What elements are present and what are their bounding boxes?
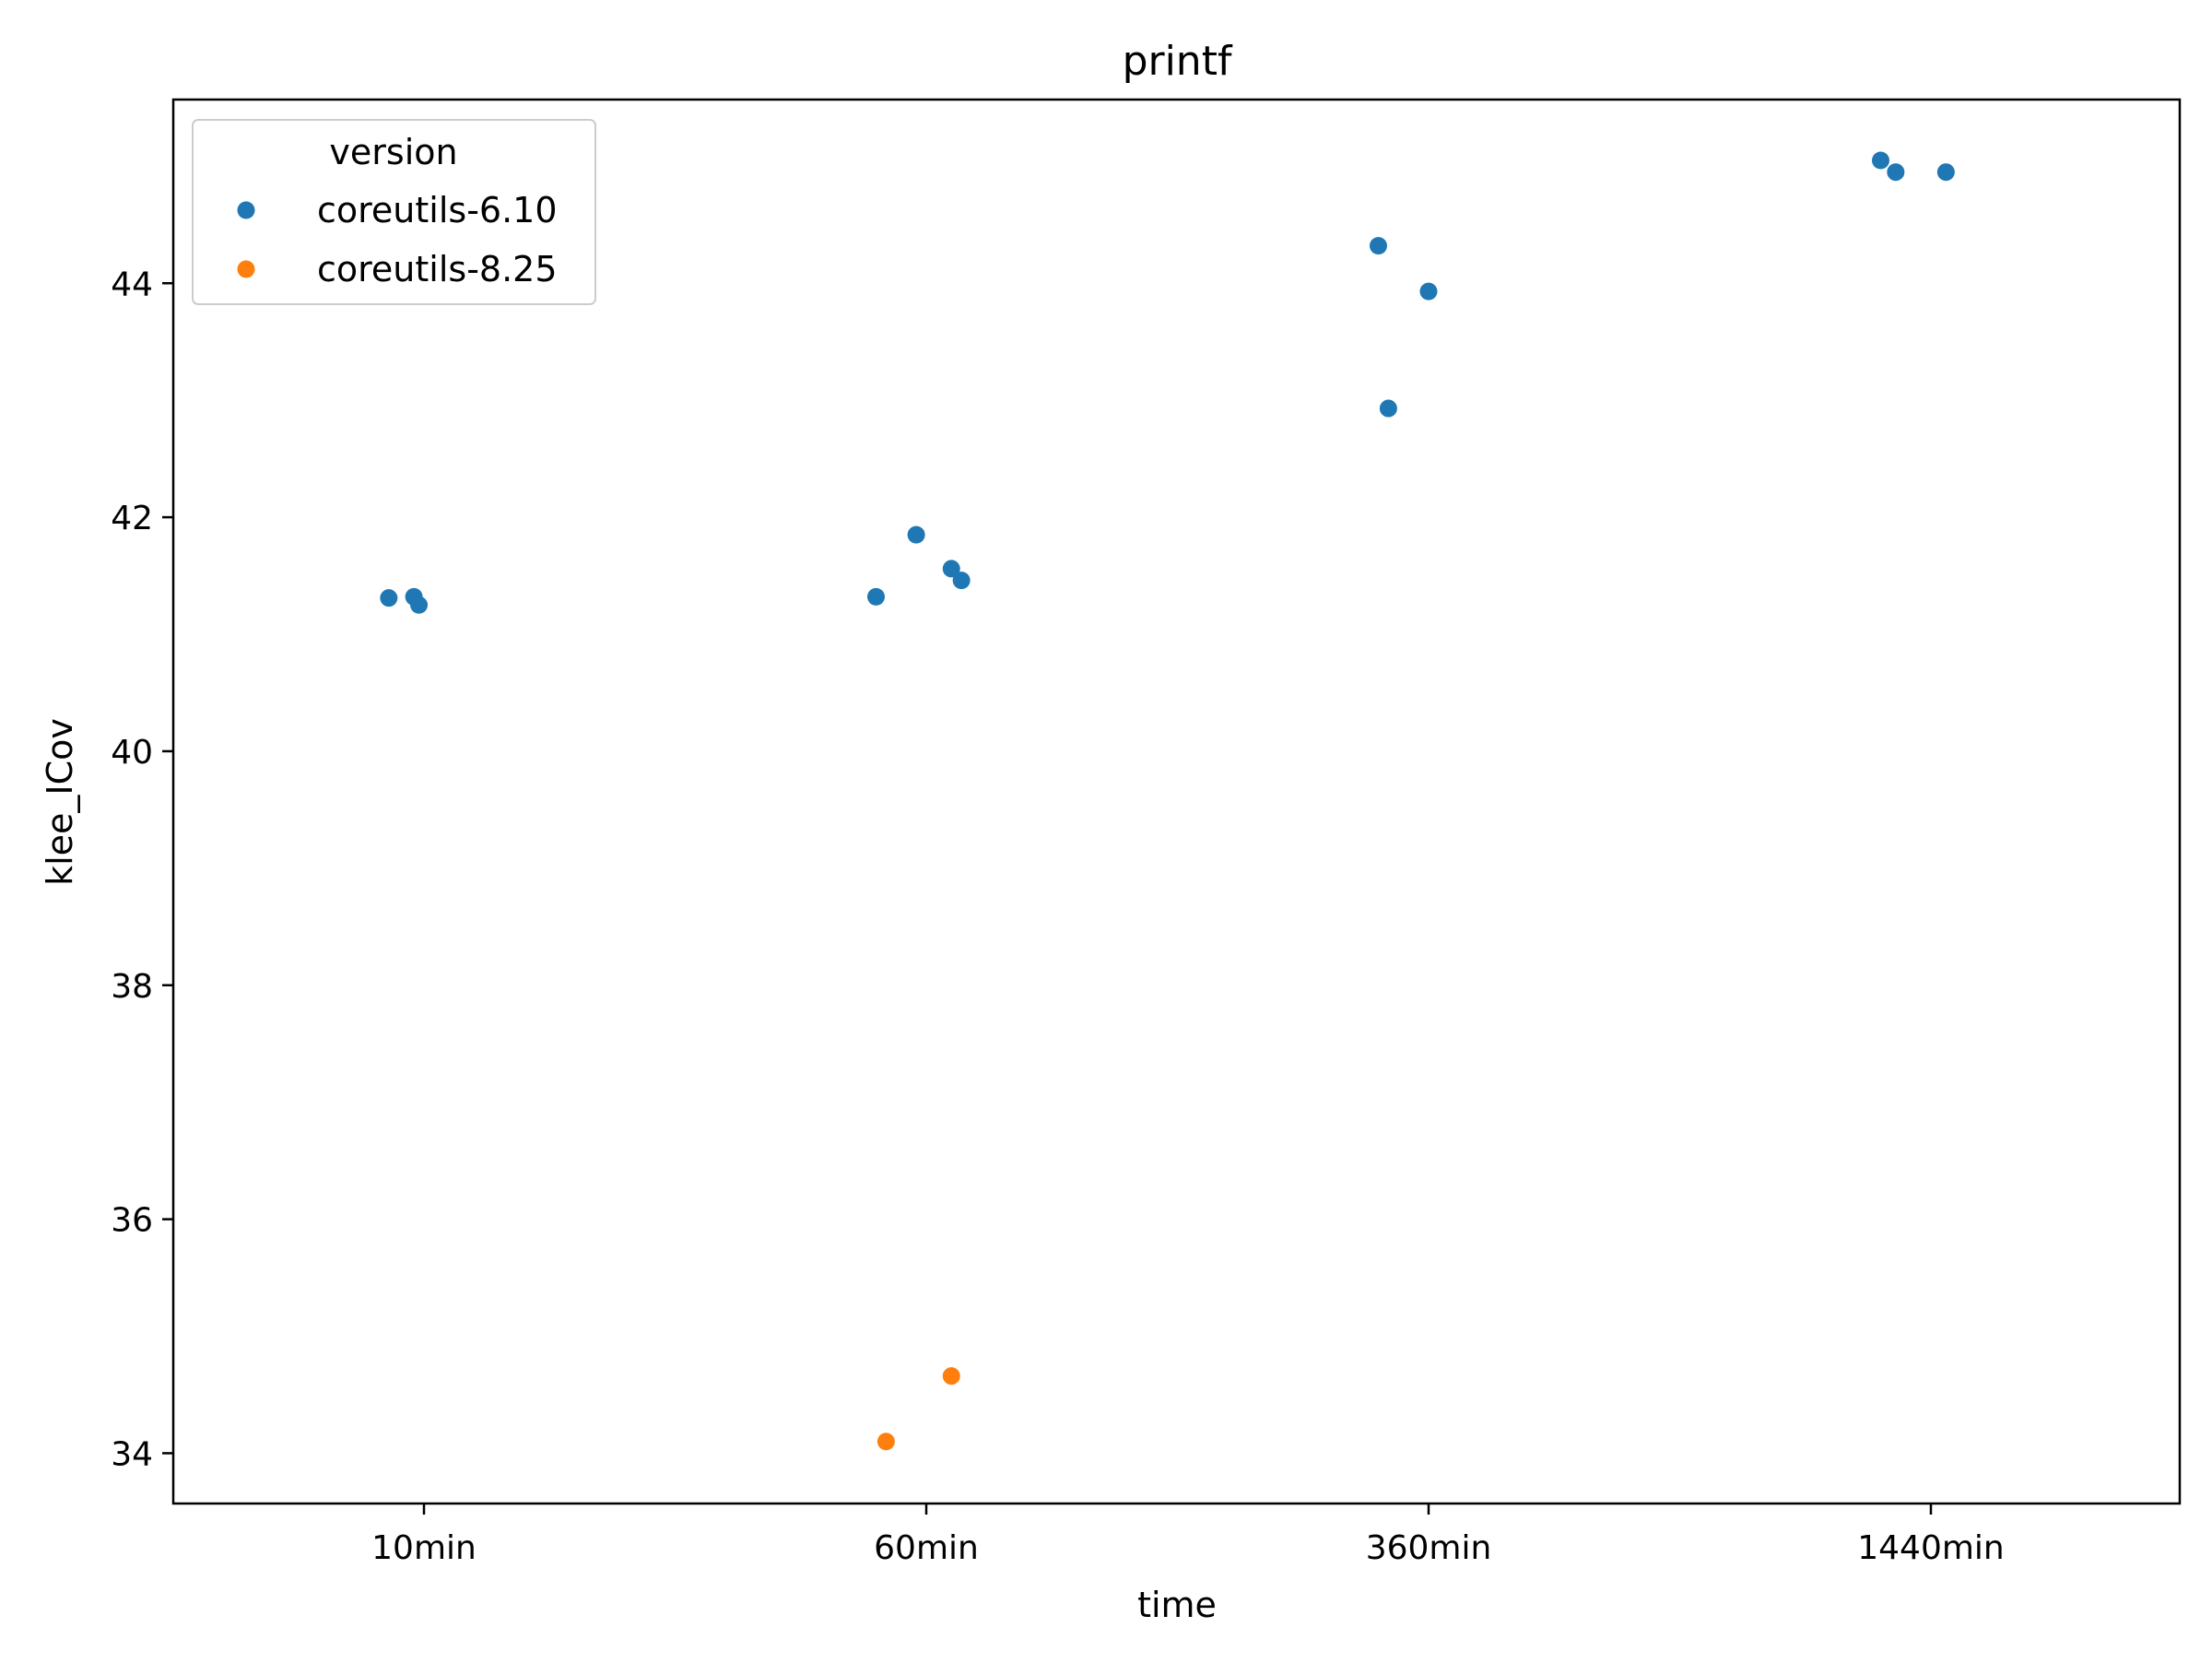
data-point	[1420, 283, 1438, 301]
data-point	[410, 596, 428, 614]
data-point	[953, 572, 971, 589]
y-tick-label: 38	[111, 968, 153, 1006]
legend-label: coreutils-8.25	[317, 249, 558, 289]
x-axis: 10min 60min 360min 1440min	[371, 1504, 2005, 1567]
chart-title: printf	[1123, 38, 1233, 85]
data-point	[380, 589, 397, 607]
data-point	[1887, 163, 1904, 181]
y-tick-label: 42	[111, 500, 153, 537]
y-tick-label: 40	[111, 734, 153, 772]
y-axis: 34 36 38 40 42 44	[111, 265, 173, 1473]
x-tick-label: 60min	[874, 1529, 979, 1567]
data-point	[943, 1367, 960, 1385]
data-point	[867, 588, 885, 606]
data-point	[908, 526, 925, 544]
y-axis-label: klee_ICov	[40, 718, 80, 886]
y-tick-label: 34	[111, 1435, 153, 1473]
data-point	[1872, 151, 1889, 169]
legend-title: version	[329, 132, 457, 172]
legend-marker	[238, 261, 255, 278]
x-tick-label: 1440min	[1857, 1529, 2005, 1567]
y-tick-label: 44	[111, 265, 153, 303]
data-point	[1370, 237, 1387, 254]
data-point	[1937, 163, 1955, 181]
y-tick-label: 36	[111, 1202, 153, 1240]
x-tick-label: 10min	[371, 1529, 477, 1567]
data-points	[380, 151, 1955, 1450]
legend-marker	[238, 202, 255, 219]
legend: version coreutils-6.10 coreutils-8.25	[193, 120, 595, 304]
plot-area	[173, 100, 2180, 1504]
x-tick-label: 360min	[1366, 1529, 1492, 1567]
x-axis-label: time	[1137, 1585, 1217, 1625]
data-point	[877, 1433, 895, 1450]
data-point	[1380, 400, 1397, 418]
legend-label: coreutils-6.10	[317, 190, 558, 230]
